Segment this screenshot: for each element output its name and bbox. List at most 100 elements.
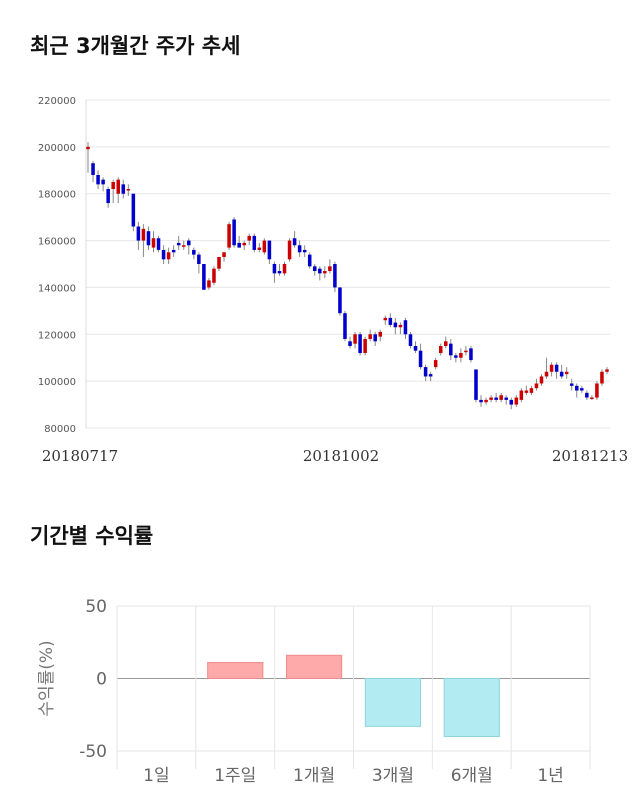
candle-body <box>86 146 90 150</box>
candle-body <box>227 224 231 248</box>
candle-body <box>116 179 120 194</box>
y-tick-label: 200000 <box>38 143 76 154</box>
candle-body <box>161 249 166 260</box>
candle-body <box>252 235 257 250</box>
candle-body <box>272 264 277 274</box>
candle-body <box>575 385 579 391</box>
returns-title: 기간별 수익률 <box>30 524 154 548</box>
candle-body <box>443 341 448 346</box>
candle-body <box>605 369 609 372</box>
candle-body <box>590 397 594 400</box>
candle-body <box>222 252 226 257</box>
candle-body <box>131 193 136 227</box>
x-category-label: 3개월 <box>372 766 414 786</box>
candle-body <box>363 338 367 354</box>
y-tick-label: 50 <box>85 597 107 617</box>
candle-body <box>343 313 347 339</box>
y-tick-label: 220000 <box>38 96 76 107</box>
candle-body <box>197 254 201 264</box>
candle-body <box>192 249 196 255</box>
x-tick-label: 20181213 <box>552 447 628 465</box>
candle-body <box>323 271 327 274</box>
candle-body <box>141 228 146 241</box>
candle-body <box>328 266 332 272</box>
candle-body <box>212 268 216 283</box>
y-tick-label: 80000 <box>44 424 76 435</box>
y-tick-label: 100000 <box>38 377 76 388</box>
candle-body <box>287 240 292 260</box>
candle-body <box>181 245 186 247</box>
candle-body <box>519 390 524 400</box>
x-category-label: 1년 <box>537 766 563 786</box>
candle-body <box>237 242 241 248</box>
candle-body <box>433 360 438 368</box>
candle-body <box>277 271 282 274</box>
candle-body <box>176 242 181 246</box>
candle-body <box>383 317 388 321</box>
y-tick-label: 0 <box>96 670 107 690</box>
candle-body <box>318 268 322 274</box>
candle-body <box>166 252 171 260</box>
y-tick-label: 180000 <box>38 190 76 201</box>
x-category-label: 6개월 <box>451 766 493 786</box>
y-tick-label: 140000 <box>38 283 76 294</box>
candle-body <box>297 245 302 253</box>
candle-body <box>569 383 574 386</box>
return-bar <box>364 678 422 727</box>
candle-body <box>151 238 156 248</box>
x-category-label: 1일 <box>143 766 169 786</box>
x-tick-label: 20180717 <box>42 447 118 465</box>
y-axis-label: 수익률(%) <box>37 640 57 716</box>
candle-body <box>554 364 559 372</box>
candle-body <box>600 371 604 384</box>
candle-body <box>388 317 393 325</box>
price-trend-title: 최근 3개월간 주가 추세 <box>30 34 241 58</box>
candle-body <box>469 348 473 361</box>
candle-body <box>580 388 584 391</box>
candle-body <box>595 383 599 398</box>
candle-body <box>106 189 110 204</box>
x-category-label: 1개월 <box>293 766 335 786</box>
x-tick-label: 20181002 <box>303 447 379 465</box>
candle-body <box>378 331 383 337</box>
candle-body <box>438 346 443 354</box>
return-bar <box>285 654 343 679</box>
candle-body <box>489 397 493 400</box>
candle-body <box>449 343 453 356</box>
candle-body <box>146 231 151 246</box>
candle-body <box>524 390 529 393</box>
candle-body <box>353 334 357 344</box>
candle-body <box>187 240 191 246</box>
candle-body <box>91 163 95 175</box>
y-tick-label: 160000 <box>38 237 76 248</box>
return-bar <box>207 662 264 679</box>
candle-body <box>459 353 463 358</box>
candle-body <box>348 341 352 346</box>
y-tick-label: 120000 <box>38 330 76 341</box>
candle-body <box>242 242 246 246</box>
candle-body <box>529 388 534 393</box>
candle-body <box>509 399 514 405</box>
candle-body <box>393 322 398 328</box>
candle-body <box>479 399 483 403</box>
candle-body <box>111 182 115 190</box>
candle-body <box>267 240 272 260</box>
x-category-label: 1주일 <box>214 766 256 786</box>
candle-body <box>413 346 418 351</box>
candle-body <box>302 249 307 253</box>
candle-body <box>549 364 554 372</box>
candle-body <box>398 324 403 328</box>
candle-body <box>247 235 252 241</box>
candle-body <box>333 264 337 288</box>
candle-body <box>428 374 433 377</box>
candle-body <box>464 350 468 353</box>
return-bar <box>443 678 500 737</box>
candle-body <box>454 355 458 358</box>
candle-body <box>257 247 262 250</box>
candle-body <box>262 240 267 253</box>
candle-body <box>338 287 342 314</box>
y-tick-label: -50 <box>79 742 107 762</box>
candle-body <box>499 395 503 400</box>
candle-body <box>423 367 428 377</box>
